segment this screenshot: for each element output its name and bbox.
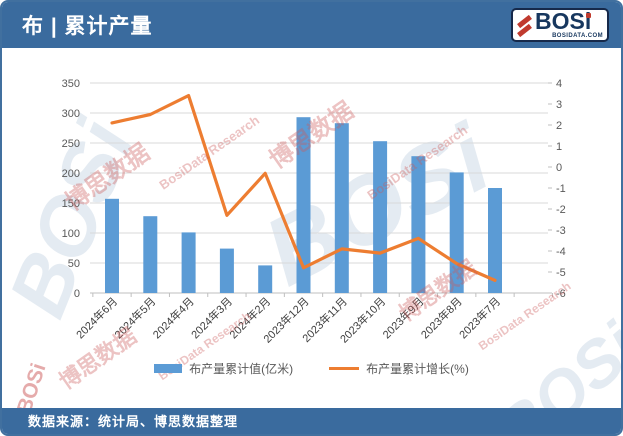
legend-bar-label: 布产量累计值(亿米) — [189, 362, 294, 376]
data-source-note: 数据来源：统计局、博思数据整理 — [28, 414, 239, 429]
bar — [296, 117, 311, 293]
chart-area: BOSi BOSi BOSi 0 50 100 150 200 250 300 350 -6 -5… — [2, 48, 621, 408]
left-axis-tick-label: 100 — [62, 228, 80, 240]
left-axis-tick-label: 150 — [62, 198, 80, 210]
right-axis-tick-label: -6 — [556, 288, 566, 300]
left-axis-tick-label: 300 — [62, 108, 80, 120]
production-combo-chart: 0 50 100 150 200 250 300 350 -6 -5 -4 -3 -2 -1 0 1 2 3 4 20… — [62, 78, 566, 346]
left-axis-tick-label: 200 — [62, 168, 80, 180]
left-axis-tick-label: 50 — [68, 258, 80, 270]
right-axis-tick-label: -2 — [556, 204, 566, 216]
right-axis-tick-label: -4 — [556, 246, 566, 258]
bar — [449, 172, 464, 293]
page-title: 布 | 累计产量 — [22, 15, 153, 38]
bar — [411, 156, 426, 293]
left-axis-tick-label: 250 — [62, 138, 80, 150]
bar — [334, 123, 349, 293]
trend-line — [110, 93, 497, 282]
right-axis-tick-label: -1 — [556, 183, 566, 195]
right-axis-tick-label: 3 — [556, 99, 562, 111]
right-axis-tick-label: -5 — [556, 267, 566, 279]
bar — [181, 232, 196, 293]
report-footer: 数据来源：统计局、博思数据整理 — [2, 408, 621, 434]
left-axis-tick-label: 350 — [62, 78, 80, 90]
legend-bar-swatch-icon — [154, 364, 183, 373]
legend-line-swatch-icon — [329, 367, 360, 370]
right-axis-tick-label: 1 — [556, 141, 562, 153]
right-axis-tick-label: -3 — [556, 225, 566, 237]
logo-dot-icon — [586, 13, 591, 18]
logo-wordmark: BOSi — [535, 8, 592, 34]
x-axis-category-label: 2023年7月 — [456, 294, 503, 341]
legend-line-label: 布产量累计增长(%) — [366, 362, 469, 376]
legend-item-bars: 布产量累计值(亿米) — [154, 360, 293, 377]
bar — [373, 141, 388, 293]
bar — [488, 188, 502, 293]
legend-item-line: 布产量累计增长(%) — [329, 360, 469, 377]
right-axis-tick-label: 2 — [556, 120, 562, 132]
left-axis-tick-label: 0 — [74, 288, 80, 300]
logo-domain: BOSIDATA.COM — [552, 33, 603, 39]
bar — [143, 216, 158, 293]
bar — [258, 265, 273, 293]
bosi-logo: BOSi BOSIDATA.COM — [511, 8, 609, 42]
bar — [105, 198, 119, 293]
right-axis-tick-label: 0 — [556, 162, 562, 174]
right-axis-tick-label: 4 — [556, 78, 562, 90]
bar — [219, 248, 234, 293]
chart-legend: 布产量累计值(亿米) 布产量累计增长(%) — [2, 360, 621, 377]
report-header: 布 | 累计产量 BOSi BOSIDATA.COM — [2, 2, 621, 48]
